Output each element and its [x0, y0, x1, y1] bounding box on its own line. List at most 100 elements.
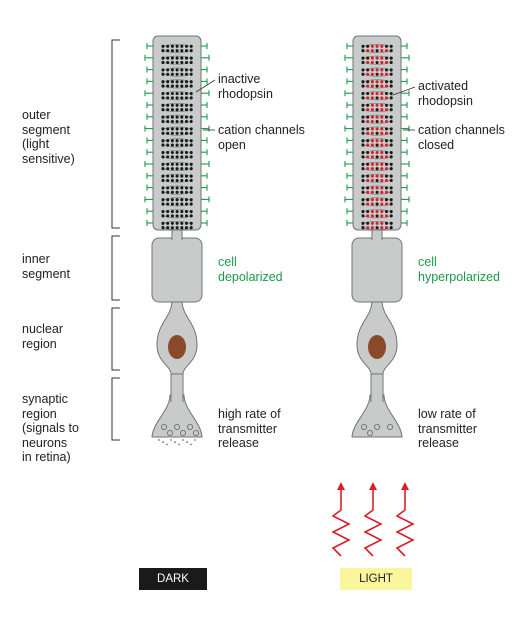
dark-rhodopsin-molecule	[170, 150, 174, 155]
dark-rhodopsin-molecule	[170, 56, 174, 60]
dark-synaptic-vesicle	[179, 429, 186, 436]
dark-rhodopsin-molecule	[175, 190, 179, 194]
dark-rhodopsin-molecule	[184, 186, 189, 190]
light-rhodopsin-molecule	[370, 214, 374, 218]
dark-rhodopsin-molecule	[170, 139, 174, 143]
light-ray	[363, 482, 383, 557]
light-rhodopsin-molecule	[375, 209, 379, 214]
light-rhodopsin-molecule	[361, 68, 365, 72]
dark-rhodopsin-molecule	[161, 80, 165, 84]
dark-rhodopsin-molecule	[189, 108, 193, 112]
light-synaptic-vesicle	[373, 423, 380, 430]
dark-rhodopsin-molecule	[166, 103, 170, 107]
dark-rhodopsin-molecule	[170, 174, 174, 178]
light-rhodopsin-molecule	[389, 221, 393, 225]
dark-rhodopsin-molecule	[175, 91, 179, 96]
dark-nucleus	[168, 335, 186, 359]
dark-disc	[161, 114, 193, 124]
dark-rhodopsin-molecule	[161, 49, 165, 53]
light-rhodopsin-molecule	[380, 226, 384, 230]
light-rhodopsin-molecule	[380, 139, 384, 143]
dark-rhodopsin-molecule	[161, 178, 165, 183]
light-synaptic-vesicle	[386, 423, 393, 430]
light-rhodopsin-molecule	[380, 60, 384, 65]
dark-rhodopsin-molecule	[166, 198, 170, 202]
light-rhodopsin-molecule	[384, 139, 389, 143]
light-ray	[395, 482, 415, 557]
dark-rhodopsin-molecule	[161, 174, 165, 178]
light-rhodopsin-molecule	[375, 108, 379, 112]
light-rhodopsin-molecule	[380, 103, 384, 107]
light-disc	[361, 185, 393, 195]
dark-rhodopsin-molecule	[166, 174, 170, 178]
dark-rhodopsin-molecule	[170, 202, 174, 206]
dark-rhodopsin-molecule	[180, 226, 184, 230]
light-rhodopsin-molecule	[361, 72, 365, 76]
high-release-label: high rate of transmitter release	[218, 407, 281, 450]
dark-synaptic-terminal	[151, 394, 203, 438]
light-rhodopsin-molecule	[380, 96, 384, 100]
light-rhodopsin-molecule	[389, 115, 393, 119]
dark-rhodopsin-molecule	[184, 131, 189, 135]
light-rhodopsin-molecule	[361, 119, 365, 124]
light-rhodopsin-molecule	[366, 91, 370, 96]
dark-rhodopsin-molecule	[175, 108, 179, 112]
dark-rhodopsin-molecule	[184, 221, 189, 225]
dark-rhodopsin-molecule	[175, 214, 179, 218]
light-rhodopsin-molecule	[366, 209, 370, 214]
light-rhodopsin-molecule	[380, 127, 384, 131]
light-rhodopsin-molecule	[375, 150, 379, 155]
dark-rhodopsin-molecule	[189, 44, 193, 48]
light-rhodopsin-molecule	[361, 80, 365, 84]
dark-rhodopsin-molecule	[189, 214, 193, 218]
light-rhodopsin-molecule	[366, 84, 370, 88]
light-rhodopsin-molecule	[366, 186, 370, 190]
low-release-label: low rate of transmitter release	[418, 407, 478, 450]
light-rhodopsin-molecule	[380, 190, 384, 194]
dark-rhodopsin-molecule	[184, 178, 189, 183]
dark-rhodopsin-molecule	[161, 131, 165, 135]
light-rhodopsin-molecule	[384, 119, 389, 124]
dark-rhodopsin-molecule	[175, 103, 179, 107]
dark-rhodopsin-molecule	[170, 143, 174, 147]
light-rhodopsin-molecule	[389, 155, 393, 159]
dark-rhodopsin-molecule	[166, 131, 170, 135]
dark-rhodopsin-molecule	[189, 49, 193, 53]
light-rhodopsin-molecule	[370, 131, 374, 135]
light-rhodopsin-molecule	[384, 56, 389, 60]
light-rhodopsin-molecule	[384, 49, 389, 53]
inactive-rhodopsin-leader	[195, 79, 216, 93]
light-rhodopsin-molecule	[366, 167, 370, 171]
light-rhodopsin-molecule	[366, 198, 370, 202]
light-rhodopsin-molecule	[370, 108, 374, 112]
light-rhodopsin-molecule	[380, 167, 384, 171]
dark-rhodopsin-molecule	[189, 174, 193, 178]
dark-rhodopsin-molecule	[184, 209, 189, 214]
light-rhodopsin-molecule	[380, 80, 384, 84]
light-rhodopsin-molecule	[366, 103, 370, 107]
dark-rhodopsin-molecule	[189, 80, 193, 84]
dark-rhodopsin-molecule	[161, 91, 165, 96]
dark-rhodopsin-molecule	[170, 162, 174, 166]
light-rhodopsin-molecule	[366, 226, 370, 230]
light-rhodopsin-molecule	[366, 108, 370, 112]
dark-rhodopsin-molecule	[189, 209, 193, 214]
dark-rhodopsin-molecule	[175, 119, 179, 124]
dark-rhodopsin-molecule	[180, 186, 184, 190]
light-disc	[361, 138, 393, 148]
dark-rhodopsin-molecule	[180, 167, 184, 171]
dark-released-transmitter	[174, 441, 176, 444]
dark-rhodopsin-molecule	[161, 127, 165, 131]
dark-rhodopsin-molecule	[161, 190, 165, 194]
light-rhodopsin-molecule	[389, 209, 393, 214]
dark-rhodopsin-molecule	[189, 84, 193, 88]
dark-rhodopsin-molecule	[184, 68, 189, 72]
dark-rhodopsin-molecule	[175, 202, 179, 206]
light-rhodopsin-molecule	[366, 44, 370, 48]
dark-rhodopsin-molecule	[161, 72, 165, 76]
light-rhodopsin-molecule	[375, 80, 379, 84]
light-rhodopsin-molecule	[384, 108, 389, 112]
light-rhodopsin-molecule	[370, 221, 374, 225]
dark-rhodopsin-molecule	[180, 96, 184, 100]
